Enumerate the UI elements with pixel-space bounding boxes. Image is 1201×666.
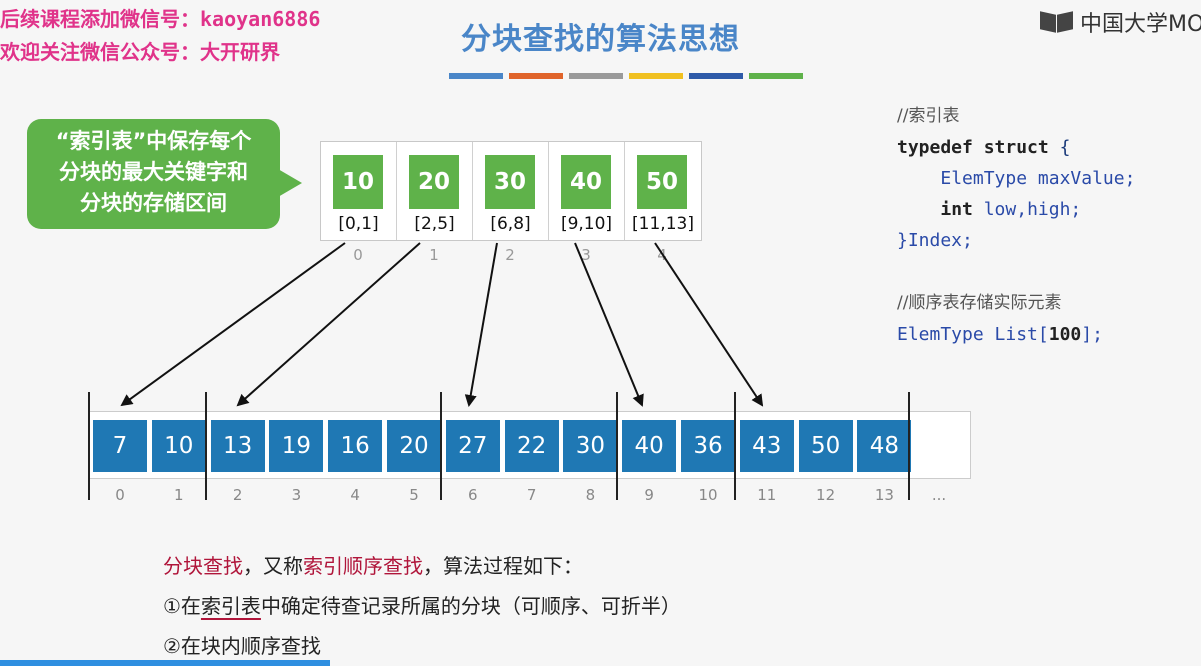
code-comment-index: //索引表 bbox=[897, 106, 959, 126]
term-block-search: 分块查找 bbox=[163, 554, 243, 578]
arrow-block-0 bbox=[122, 243, 345, 405]
arrow-block-4 bbox=[655, 243, 762, 405]
code-struct-close: }Index; bbox=[897, 230, 973, 251]
desc-line-2: ①在索引表中确定待查记录所属的分块（可顺序、可折半） bbox=[163, 586, 681, 626]
term-index-sequential-search: 索引顺序查找 bbox=[303, 554, 423, 578]
desc-text: ，算法过程如下： bbox=[423, 554, 583, 578]
desc-line-1: 分块查找，又称索引顺序查找，算法过程如下： bbox=[163, 546, 681, 586]
video-progress-bar[interactable] bbox=[0, 660, 330, 666]
desc-text: ①在 bbox=[163, 594, 201, 618]
code-keyword-typedef: typedef bbox=[897, 137, 973, 158]
code-type-elemtype: ElemType bbox=[940, 168, 1027, 189]
code-list-decl-end: ]; bbox=[1081, 324, 1103, 345]
term-index-table: 索引表 bbox=[201, 594, 261, 618]
code-list-decl: List[ bbox=[995, 324, 1049, 345]
desc-text: 中确定待查记录所属的分块（可顺序、可折半） bbox=[261, 594, 681, 618]
code-brace-open: { bbox=[1060, 137, 1071, 158]
code-field-low-high: low,high; bbox=[984, 199, 1082, 220]
arrow-block-3 bbox=[575, 243, 642, 405]
code-type-elemtype-list: ElemType bbox=[897, 324, 984, 345]
code-list-size: 100 bbox=[1049, 324, 1082, 345]
code-block: //索引表 typedef struct { ElemType maxValue… bbox=[897, 100, 1135, 350]
algorithm-description: 分块查找，又称索引顺序查找，算法过程如下： ①在索引表中确定待查记录所属的分块（… bbox=[163, 546, 681, 666]
desc-text: ，又称 bbox=[243, 554, 303, 578]
code-keyword-int: int bbox=[940, 199, 973, 220]
code-field-maxvalue: maxValue; bbox=[1038, 168, 1136, 189]
arrow-block-2 bbox=[469, 243, 497, 405]
code-keyword-struct: struct bbox=[984, 137, 1049, 158]
code-comment-list: //顺序表存储实际元素 bbox=[897, 293, 1061, 313]
arrow-block-1 bbox=[238, 243, 420, 405]
